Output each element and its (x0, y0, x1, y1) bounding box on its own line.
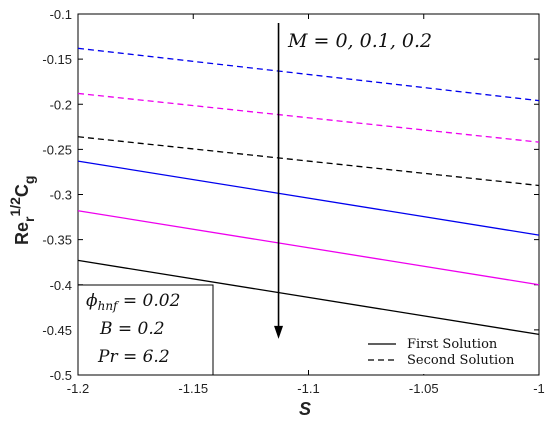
m-annotation: M = 0, 0.1, 0.2 (274, 23, 432, 339)
phi-value: = 0.02 (118, 291, 181, 311)
y-tick-label: -0.15 (42, 52, 72, 67)
series-lines (77, 47, 540, 336)
series-line-first-m-0 (77, 160, 540, 236)
y-tick-label: -0.45 (42, 323, 72, 338)
x-tick-label: -1.05 (409, 381, 439, 396)
phi-symbol: ϕ (86, 291, 98, 311)
m-arrow-head (274, 325, 284, 339)
y-tick-label: -0.2 (50, 97, 72, 112)
legend: First Solution Second Solution (361, 337, 538, 374)
parameter-box-frame (77, 284, 214, 376)
x-axis-label: S (299, 399, 311, 419)
x-tick-label: -1.15 (178, 381, 208, 396)
y-tick-label: -0.25 (42, 142, 72, 157)
series-line-second-m-0 (77, 47, 540, 102)
series-line-second-m-0.2 (77, 136, 540, 187)
y-label-sub-r: r (21, 216, 37, 222)
y-label-c: C (12, 184, 32, 197)
pr-label: Pr = 6.2 (97, 347, 170, 367)
y-tick-label: -0.1 (50, 7, 72, 22)
legend-second-label: Second Solution (407, 353, 515, 368)
series-line-second-m-0.1 (77, 92, 540, 143)
x-axis-ticks: -1.2 -1.15 -1.1 -1.05 -1 (67, 14, 545, 396)
parameter-box: ϕhnf = 0.02 B = 0.2 Pr = 6.2 (77, 284, 214, 376)
x-tick-label: -1 (533, 381, 545, 396)
y-tick-label: -0.5 (50, 368, 72, 383)
y-label-sup: 1/2 (7, 197, 23, 217)
b-label: B = 0.2 (99, 319, 165, 339)
y-axis-ticks: -0.1 -0.15 -0.2 -0.25 -0.3 -0.35 -0.4 -0.45 -0.5 (42, 7, 539, 383)
m-annotation-label: M = 0, 0.1, 0.2 (287, 30, 432, 52)
series-line-first-m-0.2 (77, 259, 540, 336)
y-axis-label: Rer1/2Cg (7, 176, 37, 246)
phi-subscript: hnf (98, 299, 120, 313)
y-label-re: Re (12, 222, 32, 245)
y-tick-label: -0.35 (42, 233, 72, 248)
phi-label: ϕhnf = 0.02 (86, 291, 180, 313)
y-tick-label: -0.4 (50, 278, 72, 293)
x-tick-label: -1.1 (297, 381, 319, 396)
legend-box (361, 340, 538, 374)
legend-first-label: First Solution (407, 337, 498, 352)
x-tick-label: -1.2 (67, 381, 89, 396)
series-line-first-m-0.1 (77, 210, 540, 286)
y-label-sub-g: g (21, 176, 37, 185)
y-tick-label: -0.3 (50, 188, 72, 203)
